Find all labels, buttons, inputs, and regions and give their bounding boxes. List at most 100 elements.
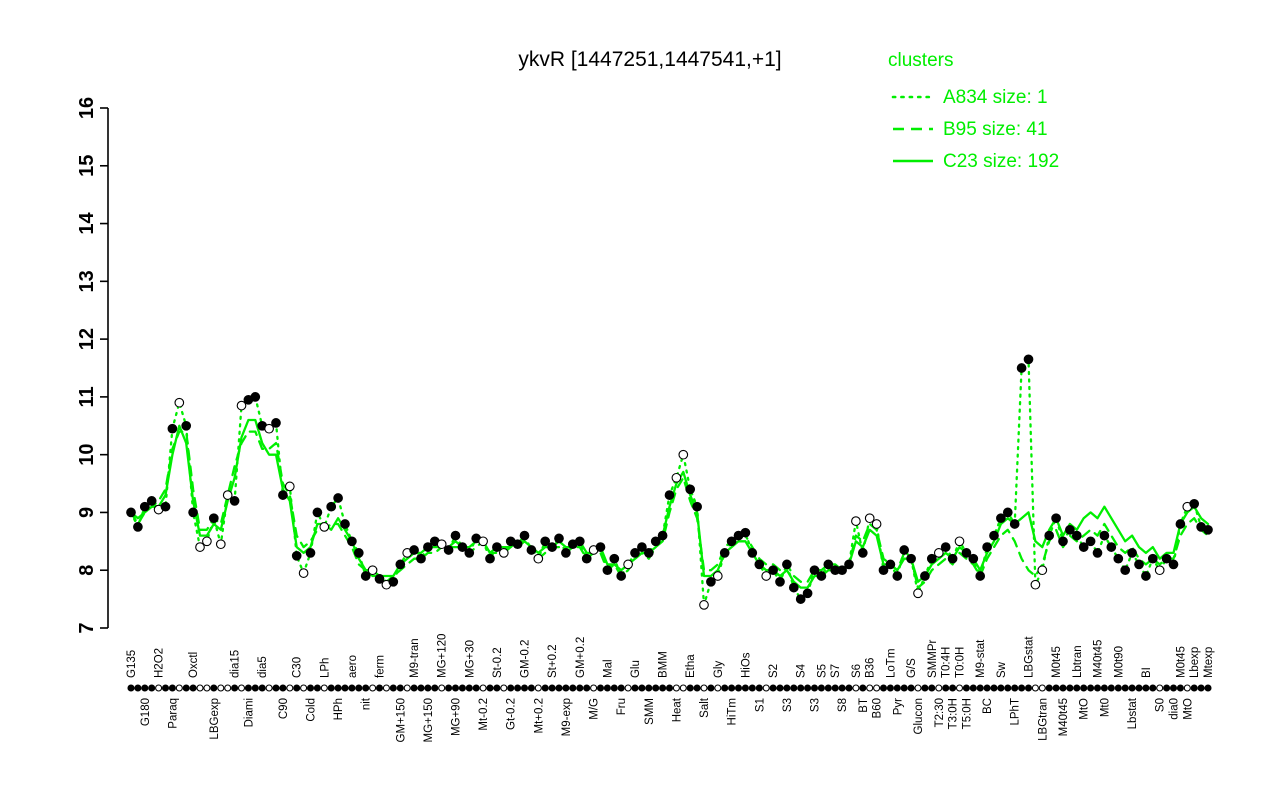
axis-sample-glyph — [879, 684, 888, 692]
data-point — [423, 542, 433, 552]
axis-sample-glyph — [1183, 684, 1191, 692]
x-axis-label-top: M9-stat — [975, 639, 987, 678]
axis-sample-glyph — [734, 684, 743, 692]
axis-sample-glyph — [900, 684, 908, 692]
x-axis-label-top: S5 — [816, 664, 828, 678]
x-axis-label-top: GM+0.2 — [575, 637, 587, 678]
axis-sample-glyph — [728, 684, 736, 692]
data-point — [664, 490, 675, 500]
data-point — [326, 501, 337, 512]
axis-sample-glyph — [1059, 684, 1067, 692]
axis-sample-glyph — [217, 684, 225, 692]
data-point — [775, 576, 785, 587]
axis-sample-glyph — [417, 684, 425, 692]
axis-sample-glyph — [1176, 684, 1184, 692]
x-axis-label-bottom: C90 — [278, 698, 290, 719]
x-axis-label-top: S6 — [851, 664, 863, 678]
data-point — [857, 548, 868, 558]
x-axis-label-top: Gly — [713, 661, 725, 679]
legend-title: clusters — [888, 50, 953, 71]
data-point — [195, 542, 205, 552]
x-axis-label-top: MG+120 — [437, 634, 449, 678]
axis-sample-glyph — [348, 684, 356, 692]
legend-entry-b95: B95 size: 41 — [893, 119, 1048, 140]
axis-sample-glyph — [1204, 684, 1212, 692]
axis-sample-glyph — [1163, 684, 1171, 692]
data-point — [940, 542, 951, 552]
data-point — [602, 565, 613, 576]
axis-sample-glyph — [707, 684, 715, 692]
data-point — [388, 576, 399, 587]
x-axis-label-top: Etha — [685, 654, 697, 678]
axis-sample-glyph — [997, 684, 1005, 692]
data-point — [1009, 519, 1020, 529]
data-point — [271, 418, 281, 428]
x-axis-label-bottom: T3:0H — [948, 698, 960, 729]
x-axis-label-bottom: LBGtran — [1037, 698, 1049, 741]
x-axis-label-bottom: Heat — [671, 697, 683, 722]
x-axis-label-bottom: Gt-0.2 — [506, 698, 518, 730]
data-point — [526, 545, 537, 555]
axis-sample-glyph — [196, 684, 204, 692]
axis-sample-glyph — [645, 684, 653, 692]
data-point — [485, 553, 495, 564]
axis-sample-glyph — [1149, 684, 1157, 692]
axis-sample-glyph — [396, 684, 404, 692]
axis-sample-glyph — [279, 684, 287, 692]
data-point — [478, 536, 488, 547]
axis-sample-glyph — [534, 684, 542, 692]
y-tick-label: 13 — [76, 270, 98, 292]
axis-sample-glyph — [804, 684, 812, 692]
axis-sample-glyph — [1121, 684, 1129, 692]
data-point — [167, 423, 178, 434]
axis-sample-glyph — [265, 684, 273, 692]
axis-sample-glyph — [983, 684, 991, 692]
data-point — [581, 553, 592, 564]
axis-sample-glyph — [1031, 684, 1039, 692]
axis-sample-glyph — [161, 684, 170, 692]
data-point — [181, 420, 192, 431]
axis-sample-glyph — [355, 684, 363, 692]
legend-entry-a834: A834 size: 1 — [891, 87, 1048, 108]
axis-sample-glyph — [224, 684, 232, 692]
axis-sample-glyph — [520, 684, 529, 692]
legend-label-a834: A834 size: 1 — [943, 87, 1048, 108]
axis-sample-glyph — [127, 684, 135, 692]
x-axis-label-top: LoTm — [885, 649, 897, 678]
y-tick-label: 14 — [76, 212, 98, 235]
data-point — [498, 548, 509, 558]
axis-sample-glyph — [141, 684, 149, 692]
legend-label-b95: B95 size: 41 — [943, 119, 1048, 140]
data-point — [512, 539, 523, 550]
data-point — [1113, 553, 1124, 564]
data-point — [1134, 559, 1144, 570]
axis-sample-glyph — [652, 684, 660, 692]
data-point — [229, 496, 240, 506]
data-point — [968, 553, 979, 564]
data-point — [312, 507, 323, 518]
axis-sample-glyph — [1156, 684, 1164, 692]
axis-sample-glyph — [824, 684, 832, 692]
data-point — [188, 507, 198, 518]
axis-sample-glyph — [714, 684, 722, 692]
axis-sample-glyph — [638, 684, 646, 692]
axis-sample-glyph — [921, 684, 929, 692]
x-axis-label-top: BMM — [658, 651, 670, 678]
data-point — [146, 496, 157, 506]
data-point — [333, 493, 343, 503]
axis-sample-glyph — [389, 684, 397, 692]
axis-sample-glyph — [320, 684, 328, 692]
axis-sample-glyph — [610, 684, 618, 692]
axis-sample-glyph — [182, 684, 190, 692]
axis-sample-glyph — [1087, 684, 1095, 692]
data-point — [851, 516, 861, 526]
data-point — [844, 559, 854, 570]
data-point — [885, 559, 896, 570]
data-point — [878, 565, 889, 576]
data-point — [1189, 498, 1200, 509]
axis-sample-glyph — [148, 684, 156, 692]
axis-sample-glyph — [907, 684, 915, 692]
axis-sample-glyph — [852, 684, 860, 692]
data-point — [823, 559, 834, 570]
